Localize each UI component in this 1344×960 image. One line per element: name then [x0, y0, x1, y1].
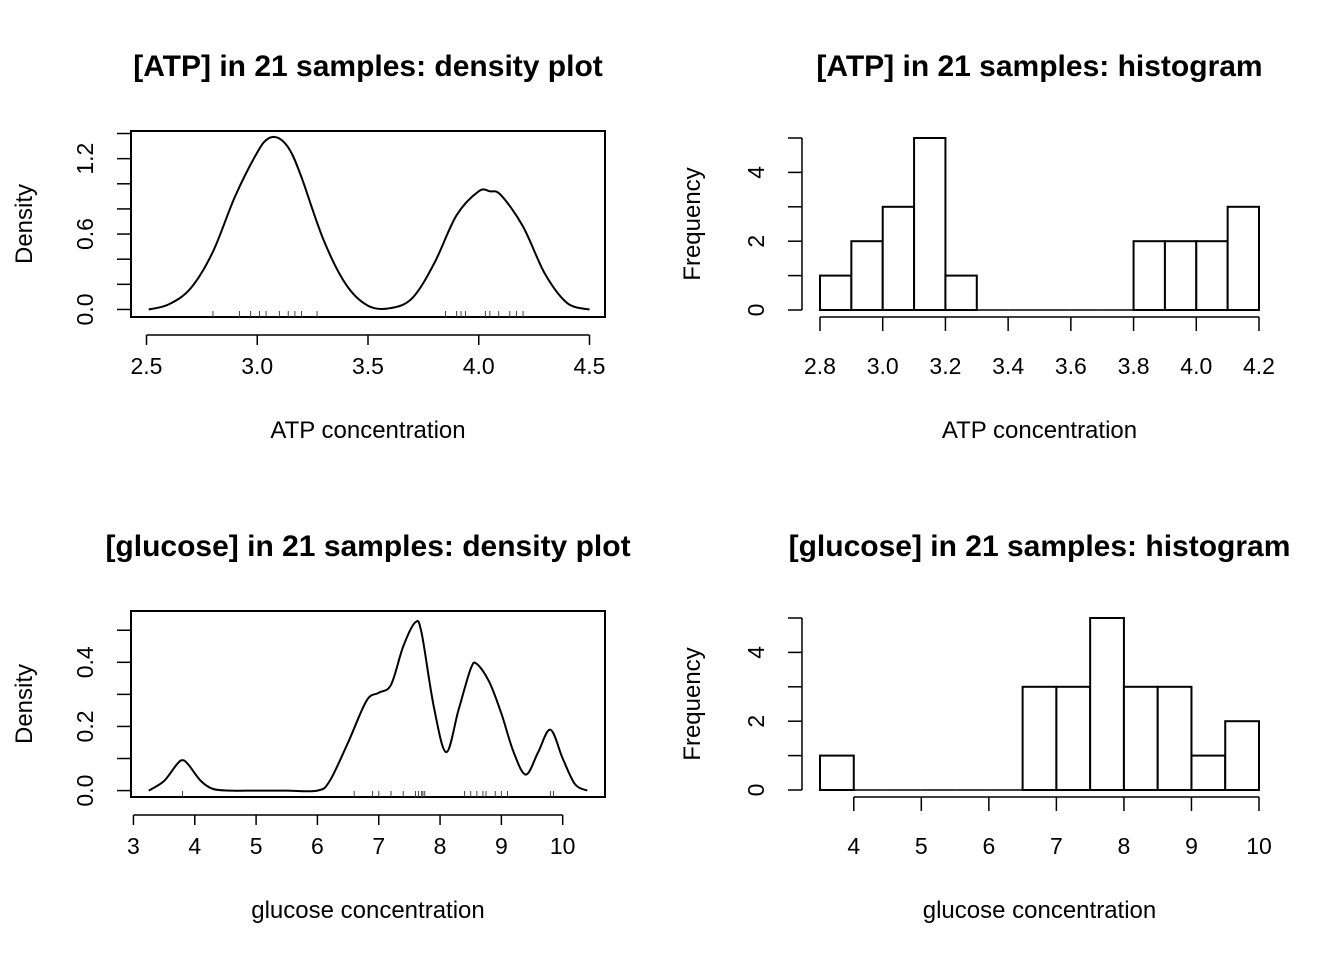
y-tick-label: 0.6: [72, 218, 98, 250]
histogram-bar: [819, 754, 855, 791]
histogram-bar: [1195, 240, 1229, 311]
histogram-bar: [1021, 685, 1058, 791]
y-tick-label: 0: [743, 304, 769, 317]
plot-frame: [130, 610, 606, 798]
y-tick-label: 0.2: [72, 710, 98, 742]
y-tick-label: 4: [743, 646, 769, 659]
plot-frame: [130, 130, 606, 318]
histogram-bar: [1190, 754, 1227, 791]
y-tick-label: 0: [743, 784, 769, 797]
x-tick-label: 6: [311, 833, 324, 859]
x-tick-label: 4.2: [1243, 353, 1275, 379]
x-tick-label: 4.0: [463, 353, 495, 379]
histogram-bar: [944, 274, 978, 312]
histogram-bar: [1224, 720, 1260, 792]
histogram-bar: [1156, 685, 1193, 791]
y-axis-label: Frequency: [679, 647, 706, 760]
histogram-bar: [1226, 205, 1260, 311]
histogram-bar: [819, 274, 853, 312]
x-tick-label: 3: [127, 833, 140, 859]
x-tick-label: 4: [188, 833, 201, 859]
x-tick-label: 10: [550, 833, 576, 859]
x-tick-label: 9: [1185, 833, 1198, 859]
histogram-bar: [881, 205, 916, 311]
chart-title: [ATP] in 21 samples: histogram: [816, 50, 1262, 83]
y-tick-label: 0.0: [72, 293, 98, 325]
x-tick-label: 3.6: [1055, 353, 1087, 379]
density-curve: [148, 135, 590, 311]
x-tick-label: 3.4: [992, 353, 1024, 379]
x-tick-label: 2.8: [804, 353, 836, 379]
x-tick-label: 10: [1246, 833, 1272, 859]
x-tick-label: 3.0: [867, 353, 899, 379]
x-tick-label: 3.2: [929, 353, 961, 379]
y-axis-label: Density: [11, 664, 38, 744]
density-curve: [148, 620, 588, 793]
x-tick-label: 8: [434, 833, 447, 859]
histogram-bar: [1055, 685, 1092, 791]
x-tick-label: 9: [495, 833, 508, 859]
x-tick-label: 2.5: [131, 353, 163, 379]
histogram-bar: [1132, 240, 1166, 311]
x-tick-label: 4.0: [1180, 353, 1212, 379]
chart-title: [ATP] in 21 samples: density plot: [133, 50, 603, 83]
x-tick-label: 7: [372, 833, 385, 859]
x-tick-label: 7: [1050, 833, 1063, 859]
histogram-bar: [1089, 617, 1125, 791]
histogram-bar: [850, 240, 884, 311]
x-tick-label: 8: [1118, 833, 1131, 859]
x-tick-label: 3.8: [1118, 353, 1150, 379]
x-tick-label: 5: [915, 833, 928, 859]
x-tick-label: 3.0: [241, 353, 273, 379]
histogram-bar: [1122, 685, 1159, 791]
y-tick-label: 4: [743, 166, 769, 179]
histogram-panel-3: [788, 617, 1260, 811]
chart-title: [glucose] in 21 samples: density plot: [105, 530, 630, 563]
histogram-bar: [1163, 240, 1198, 311]
x-tick-label: 4.5: [574, 353, 606, 379]
y-tick-label: 0.0: [72, 775, 98, 807]
x-axis-label: ATP concentration: [942, 417, 1137, 444]
y-tick-label: 2: [743, 715, 769, 728]
density-panel-2: [117, 610, 606, 825]
density-panel-0: [117, 130, 606, 345]
y-axis-label: Density: [11, 184, 38, 264]
x-tick-label: 6: [982, 833, 995, 859]
y-tick-label: 2: [743, 235, 769, 248]
x-axis-label: glucose concentration: [923, 897, 1156, 924]
x-tick-label: 4: [847, 833, 860, 859]
y-axis-label: Frequency: [679, 167, 706, 280]
x-tick-label: 3.5: [352, 353, 384, 379]
chart-title: [glucose] in 21 samples: histogram: [789, 530, 1291, 563]
x-axis-label: ATP concentration: [270, 417, 465, 444]
y-tick-label: 1.2: [72, 143, 98, 175]
x-axis-label: glucose concentration: [251, 897, 484, 924]
y-tick-label: 0.4: [72, 646, 98, 678]
histogram-panel-1: [788, 137, 1260, 331]
histogram-bar: [913, 137, 947, 311]
x-tick-label: 5: [250, 833, 263, 859]
